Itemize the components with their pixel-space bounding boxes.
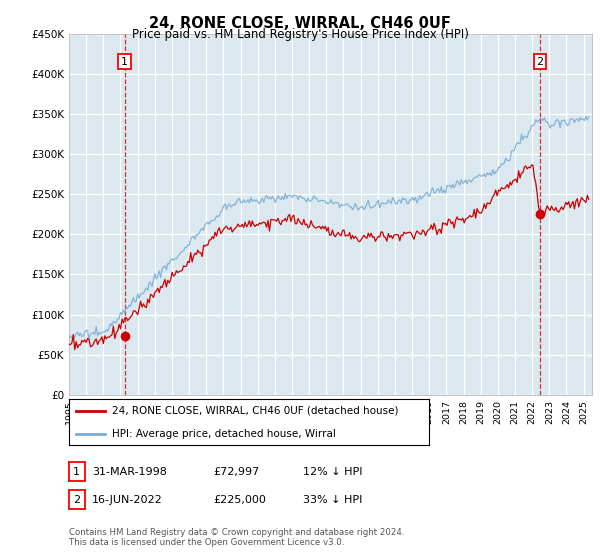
- Text: £225,000: £225,000: [213, 494, 266, 505]
- Text: 12% ↓ HPI: 12% ↓ HPI: [303, 466, 362, 477]
- Text: 1: 1: [73, 466, 80, 477]
- Text: HPI: Average price, detached house, Wirral: HPI: Average price, detached house, Wirr…: [112, 429, 336, 438]
- Text: 16-JUN-2022: 16-JUN-2022: [92, 494, 163, 505]
- Text: £72,997: £72,997: [213, 466, 259, 477]
- Text: 31-MAR-1998: 31-MAR-1998: [92, 466, 167, 477]
- Text: 2: 2: [536, 57, 544, 67]
- Text: Price paid vs. HM Land Registry's House Price Index (HPI): Price paid vs. HM Land Registry's House …: [131, 28, 469, 41]
- Text: 2: 2: [73, 494, 80, 505]
- Text: 24, RONE CLOSE, WIRRAL, CH46 0UF: 24, RONE CLOSE, WIRRAL, CH46 0UF: [149, 16, 451, 31]
- Text: Contains HM Land Registry data © Crown copyright and database right 2024.
This d: Contains HM Land Registry data © Crown c…: [69, 528, 404, 547]
- Text: 24, RONE CLOSE, WIRRAL, CH46 0UF (detached house): 24, RONE CLOSE, WIRRAL, CH46 0UF (detach…: [112, 406, 398, 416]
- Text: 33% ↓ HPI: 33% ↓ HPI: [303, 494, 362, 505]
- Text: 1: 1: [121, 57, 128, 67]
